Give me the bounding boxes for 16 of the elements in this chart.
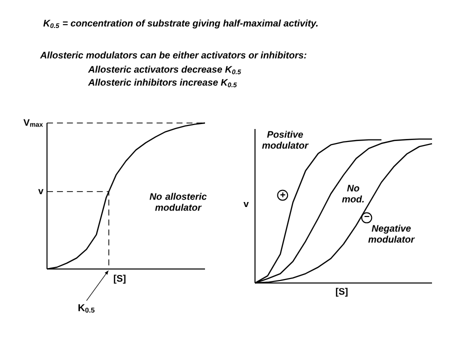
- text: v: [38, 189, 44, 194]
- x-axis-title: [S]: [114, 274, 126, 284]
- text: Allosteric inhibitors increase K$_{0.5}$: [88, 78, 237, 88]
- series-label: No mod.: [342, 184, 364, 202]
- y-axis-title: v: [244, 202, 249, 207]
- text: Allosteric activators decrease K$_{0.5}$: [88, 66, 242, 74]
- text: V$_{max}$: [23, 119, 43, 127]
- text: K$_{0.5}$: [78, 304, 95, 313]
- x-axis-title: [S]: [336, 288, 348, 297]
- annotation: −: [364, 216, 370, 218]
- annotation: +: [280, 192, 286, 198]
- legend-label: Negative modulator: [368, 224, 415, 243]
- chart-subtitle: Allosteric modulators can be either activators or inhibitors:: [40, 52, 306, 58]
- annotation: No allosteric modulator: [150, 192, 207, 211]
- series-label: Positive modulator: [262, 130, 309, 149]
- chart-title: K$_{0.5}$ = concentration of substrate giving half-maximal activity.: [43, 20, 318, 28]
